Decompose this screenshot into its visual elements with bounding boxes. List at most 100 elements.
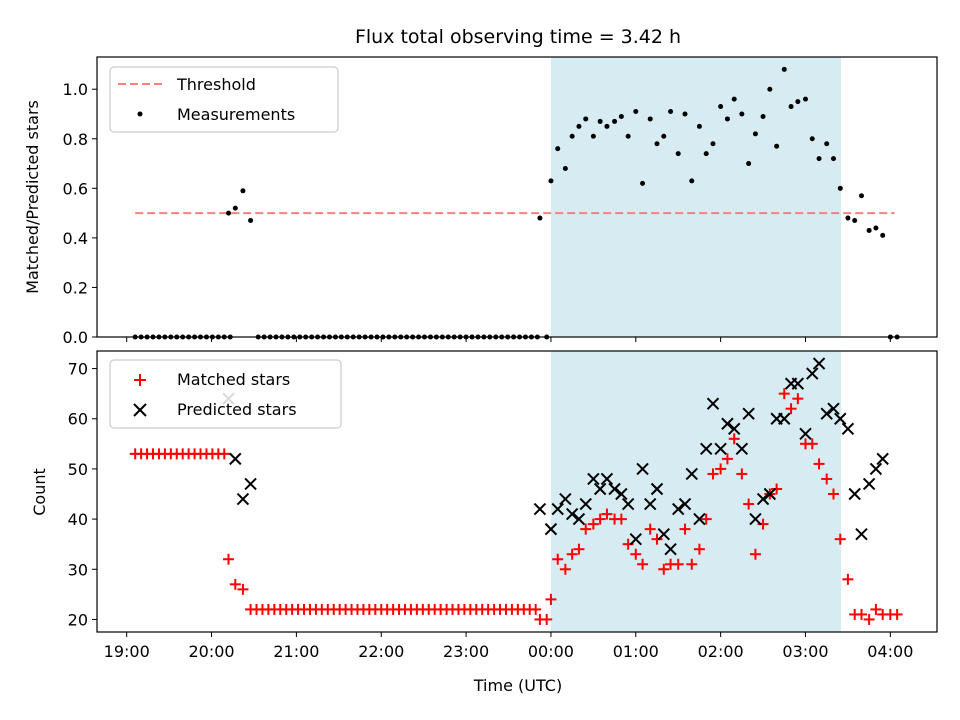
measurement-point	[718, 104, 724, 110]
measurement-point	[569, 133, 575, 139]
predicted-star-d2	[749, 512, 762, 526]
bottom-y-tick-label: 40	[68, 510, 88, 529]
bottom-legend: Matched stars Predicted stars	[109, 359, 342, 429]
predicted-star-point	[559, 492, 572, 506]
measurement-point	[537, 215, 543, 221]
predicted-star-d2	[565, 507, 579, 521]
top-legend-box	[109, 66, 339, 133]
predicted-star-point	[533, 502, 547, 516]
matched-star-point	[827, 488, 839, 500]
bottom-x-axis: 19:00 20:00 21:00 22:00 23:00 00:00 01:00 02:00…	[104, 632, 913, 661]
x-tick-label: 20:00	[188, 642, 234, 661]
predicted-star-point	[657, 527, 670, 541]
bottom-observing-span	[550, 351, 842, 632]
measurement-point	[562, 166, 568, 172]
measurement-point	[640, 180, 646, 186]
x-tick-label: 19:00	[104, 642, 150, 661]
measurement-point	[710, 141, 716, 147]
matched-star-point	[771, 483, 783, 495]
matched-star-point	[630, 548, 642, 560]
matched-star-point	[541, 613, 553, 625]
matched-star-point	[637, 558, 649, 570]
measurement-point	[809, 136, 815, 142]
matched-star-point	[813, 458, 825, 470]
measurement-point	[668, 109, 674, 115]
predicted-star-point	[827, 402, 840, 415]
predicted-star-d2	[621, 497, 635, 511]
predicted-star-point	[600, 472, 614, 486]
predicted-star-d2	[869, 462, 883, 476]
predicted-star-d2	[706, 397, 720, 410]
matched-star-point	[594, 513, 606, 525]
top-panel: 0.0 0.2 0.4 0.6 0.8 1.0 Matched/Predicted sta…	[23, 56, 938, 347]
matched-star-point	[743, 498, 755, 510]
predicted-star-point	[855, 527, 868, 541]
measurement-point	[604, 123, 610, 129]
top-y-axis: 0.0 0.2 0.4 0.6 0.8 1.0	[63, 80, 97, 347]
bottom-plot-frame	[96, 350, 938, 633]
predicted-star-d2	[834, 412, 847, 425]
predicted-star-point	[644, 497, 657, 511]
predicted-star-point	[572, 512, 586, 526]
predicted-star-d2	[600, 472, 614, 486]
matched-star-point	[218, 448, 230, 460]
matched-star-point	[855, 608, 867, 620]
matched-star-point	[615, 513, 627, 525]
predicted-star-point	[244, 477, 257, 491]
predicted-star-point	[778, 412, 791, 425]
predicted-star-point	[565, 507, 579, 521]
predicted-star-d2	[812, 357, 826, 370]
top-ylabel: Matched/Predicted stars	[23, 100, 42, 294]
predicted-star-d2	[593, 482, 607, 496]
top-x-ticks	[126, 337, 891, 342]
matched-star-point	[644, 523, 656, 535]
predicted-star-d2	[721, 417, 734, 430]
matched-star-point	[870, 603, 882, 615]
measurement-point	[647, 116, 653, 122]
top-y-tick-label: 0.6	[63, 179, 88, 198]
measurement-point	[661, 133, 667, 139]
count-points	[129, 357, 903, 625]
predicted-star-point	[756, 492, 770, 506]
bottom-y-tick-label: 70	[68, 360, 88, 379]
measurement-point	[788, 104, 794, 110]
predicted-star-d2	[629, 532, 642, 546]
legend-measurement-label: Measurements	[177, 105, 295, 124]
matched-star-point	[223, 553, 235, 565]
predicted-star-point	[587, 472, 600, 486]
predicted-star-d2	[714, 442, 727, 456]
bottom-legend-box	[109, 359, 342, 429]
matched-star-point	[658, 563, 670, 575]
measurement-point	[781, 66, 787, 72]
matched-star-point	[821, 473, 833, 485]
top-y-tick-label: 0.4	[63, 229, 88, 248]
predicted-star-point	[650, 482, 664, 496]
measurement-point	[866, 227, 872, 233]
predicted-star-point	[862, 477, 876, 491]
predicted-star-d2	[735, 442, 749, 456]
predicted-star-d2	[608, 482, 621, 496]
matched-star-point	[686, 558, 698, 570]
predicted-star-d2	[615, 487, 628, 501]
measurement-point	[618, 113, 624, 119]
matched-star-point	[715, 463, 727, 475]
measurement-point	[625, 133, 631, 139]
measurement-point	[739, 111, 745, 117]
matched-star-point	[651, 533, 663, 545]
predicted-star-point	[742, 407, 755, 420]
bottom-y-axis: 20 30 40 50 60 70	[68, 360, 97, 629]
predicted-star-d2	[700, 442, 713, 456]
predicted-star-d2	[848, 487, 861, 501]
top-legend: Threshold Measurements	[109, 66, 339, 133]
predicted-star-point	[706, 397, 720, 410]
matched-star-point	[806, 438, 818, 450]
predicted-star-d2	[587, 472, 600, 486]
matched-star-point	[785, 403, 797, 415]
measurement-point	[548, 178, 554, 184]
predicted-star-d2	[693, 512, 706, 526]
top-y-tick-label: 0.0	[63, 328, 88, 347]
measurement-point	[612, 118, 618, 124]
legend-predicted-label: Predicted stars	[177, 400, 297, 419]
predicted-star-d2	[799, 427, 812, 441]
